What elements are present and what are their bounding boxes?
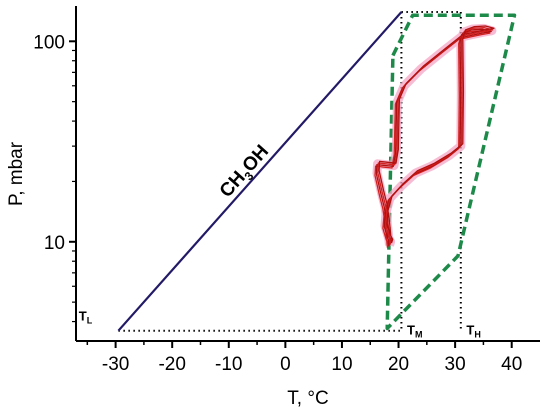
series-line-ch3oh (117, 11, 403, 332)
axes (75, 6, 540, 342)
envelope-outline (385, 13, 517, 331)
x-tick-label: 20 (388, 354, 409, 375)
x-tick-label: 0 (280, 354, 291, 375)
measured-trace (378, 25, 495, 244)
marker-main: T (466, 323, 474, 338)
x-axis-label: T, °C (287, 388, 328, 409)
ticks: -30 -20 -10 0 10 20 30 40 10 100 (33, 32, 522, 375)
marker-sub: M (415, 330, 423, 340)
series-label-ch3oh: CH3OH (216, 141, 276, 204)
marker-sub: H (474, 330, 481, 340)
x-tick-label: 40 (501, 354, 522, 375)
marker-main: T (407, 323, 415, 338)
marker-sub: L (87, 316, 93, 326)
x-tick-label: 30 (445, 354, 466, 375)
marker-main: T (79, 309, 87, 324)
marker-label-l: TL (79, 309, 93, 326)
y-axis-label: P, mbar (6, 141, 27, 206)
x-tick-label: -30 (102, 354, 129, 375)
y-tick-label: 10 (44, 233, 65, 254)
y-tick-label: 100 (33, 32, 65, 53)
x-tick-label: 10 (331, 354, 352, 375)
x-tick-label: -20 (158, 354, 185, 375)
labels: T, °C P, mbar (6, 141, 329, 409)
marker-label-m: TM (407, 323, 422, 340)
marker-label-h: TH (466, 323, 480, 340)
x-tick-label: -10 (215, 354, 242, 375)
